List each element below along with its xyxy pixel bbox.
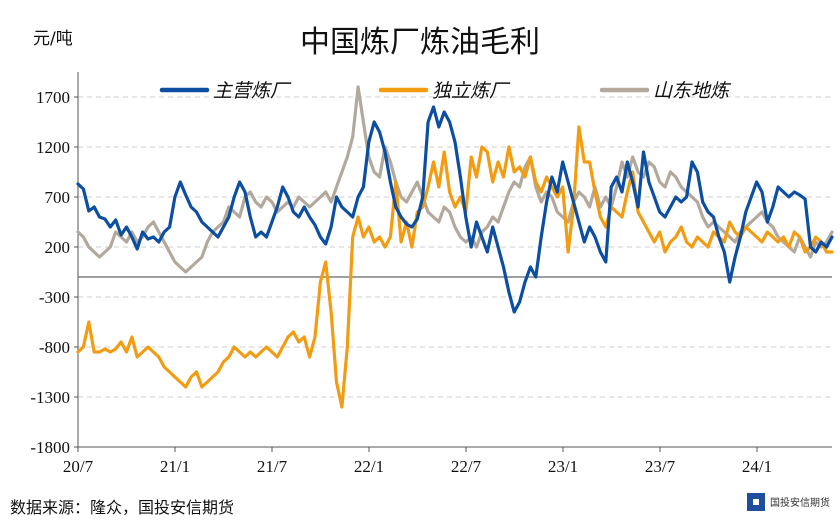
- series-line-0: [76, 105, 834, 314]
- logo-mark-accent: [753, 499, 759, 505]
- y-tick-label-3: 200: [45, 238, 71, 257]
- y-tick-label-0: 1700: [36, 88, 70, 107]
- logo-wordmark: 国投安信期货: [770, 496, 830, 509]
- y-tick-label-6: -1300: [30, 388, 70, 407]
- x-tick-label-7: 24/1: [742, 457, 772, 476]
- y-tick-label-5: -800: [39, 338, 70, 357]
- legend-label-2: 山东地炼: [653, 80, 732, 102]
- data-source-note: 数据来源：隆众，国投安信期货: [10, 498, 234, 517]
- x-tick-label-2: 21/7: [257, 457, 288, 476]
- legend-label-1: 独立炼厂: [432, 80, 511, 102]
- y-tick-label-1: 1200: [36, 138, 70, 157]
- y-tick-label-7: -1800: [30, 438, 70, 457]
- x-tick-label-1: 21/1: [160, 457, 190, 476]
- series-line-1: [76, 125, 834, 409]
- legend-label-0: 主营炼厂: [213, 80, 292, 102]
- series-lines: [76, 85, 834, 409]
- x-tick-label-6: 23/7: [645, 457, 676, 476]
- x-tick-label-4: 22/7: [451, 457, 482, 476]
- series-line-2: [76, 85, 834, 274]
- y-axis-unit: 元/吨: [33, 29, 73, 49]
- x-tick-label-5: 23/1: [548, 457, 578, 476]
- y-axis-ticks: 1700 1200 700 200 -300 -800 -1300 -1800: [30, 88, 78, 457]
- x-tick-label-3: 22/1: [354, 457, 384, 476]
- legend: 主营炼厂 独立炼厂 山东地炼: [159, 80, 732, 102]
- x-tick-label-0: 20/7: [63, 457, 94, 476]
- chart-title: 中国炼厂炼油毛利: [300, 25, 540, 60]
- x-axis-ticks: 20/7 21/1 21/7 22/1 22/7 23/1 23/7 24/1: [63, 447, 772, 476]
- y-tick-label-2: 700: [45, 188, 71, 207]
- publisher-logo: 国投安信期货: [747, 493, 830, 511]
- y-tick-label-4: -300: [39, 288, 70, 307]
